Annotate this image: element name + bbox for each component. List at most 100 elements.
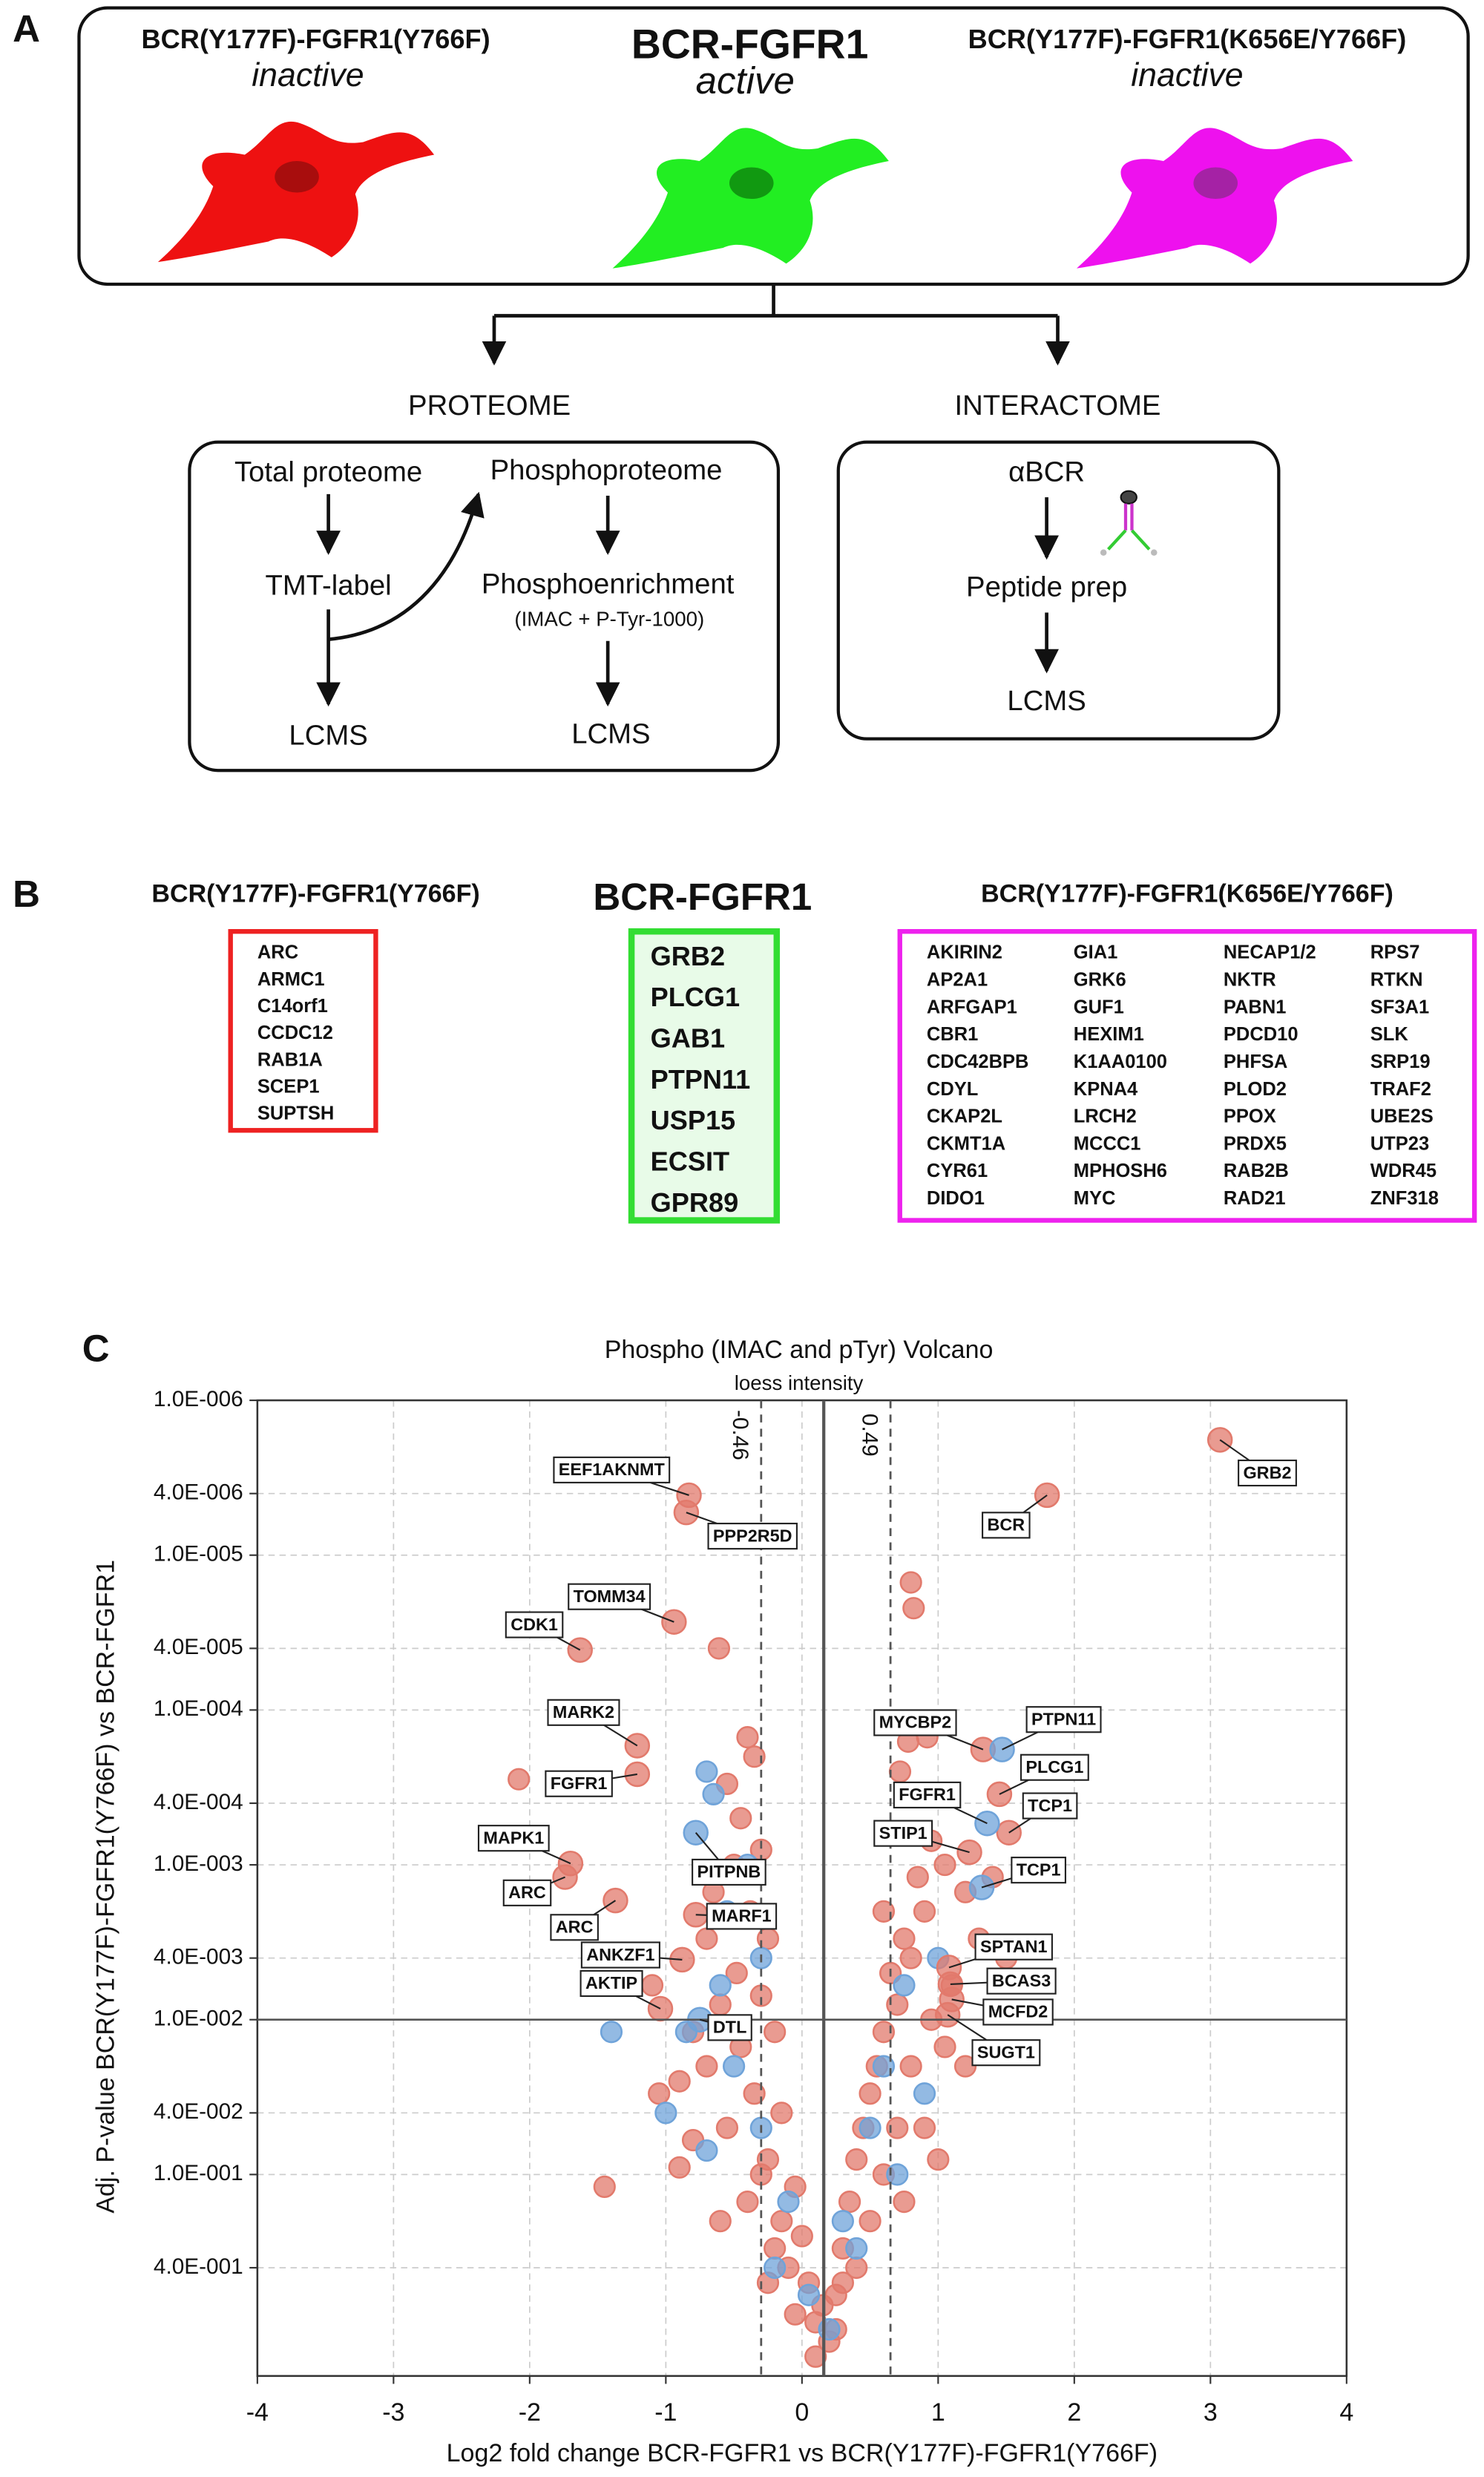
data-point: [784, 2303, 807, 2326]
data-point: [953, 2055, 977, 2078]
list-item: RPS7: [1370, 942, 1420, 963]
list-item: SRP19: [1370, 1052, 1431, 1072]
step: αBCR: [1008, 456, 1085, 488]
y-tick-label: 1.0E-005: [154, 1542, 243, 1566]
data-point: [764, 2021, 787, 2044]
list-item: CCDC12: [257, 1023, 333, 1043]
cell-magenta: [1077, 128, 1353, 269]
chart-subtitle: loess intensity: [735, 1371, 864, 1394]
list-item: RTKN: [1370, 970, 1423, 991]
step: Total proteome: [234, 456, 422, 488]
data-point: [913, 2116, 936, 2139]
point-label: BCAS3: [992, 1971, 1051, 1990]
condition-state: inactive: [1131, 57, 1243, 93]
point-label: BCR: [987, 1515, 1025, 1535]
data-point: [858, 2210, 881, 2233]
x-tick-label: -4: [246, 2398, 269, 2427]
data-point: [899, 1571, 922, 1594]
list-item: USP15: [651, 1105, 736, 1135]
data-point: [831, 2210, 854, 2233]
x-tick-label: 4: [1339, 2398, 1353, 2427]
data-point: [725, 1961, 748, 1984]
list-item: GRB2: [651, 941, 725, 971]
point-label: PTPN11: [1031, 1709, 1096, 1728]
point-label: MYCBP2: [879, 1713, 951, 1732]
cell-red: [157, 121, 435, 263]
data-point: [736, 1726, 759, 1749]
label-box: [706, 1903, 778, 1930]
list-item: SCEP1: [257, 1077, 320, 1098]
list-item: CKMT1A: [927, 1133, 1005, 1154]
list-item: AKIRIN2: [927, 942, 1002, 963]
section-title: PROTEOME: [408, 390, 571, 421]
data-point: [729, 1807, 752, 1830]
list-item: C14orf1: [257, 996, 328, 1017]
data-point: [968, 1874, 995, 1900]
list-item: ZNF318: [1370, 1188, 1439, 1209]
x-tick-label: 0: [795, 2398, 809, 2427]
section-title: INTERACTOME: [955, 390, 1161, 421]
y-tick-label: 1.0E-003: [154, 1851, 243, 1876]
y-tick-label: 4.0E-001: [154, 2254, 243, 2279]
list-item: PLOD2: [1224, 1079, 1287, 1100]
list-item: NKTR: [1224, 970, 1276, 991]
list-item: HEXIM1: [1074, 1024, 1144, 1045]
data-point: [804, 2345, 827, 2368]
data-point: [927, 2148, 950, 2171]
list-item: UBE2S: [1370, 1106, 1434, 1127]
panel-label: C: [82, 1328, 110, 1370]
data-point: [838, 2191, 861, 2214]
list-item: LRCH2: [1074, 1106, 1137, 1127]
data-point: [508, 1768, 531, 1791]
data-point: [790, 2225, 813, 2248]
label-box: [580, 1969, 643, 1998]
y-tick-label: 1.0E-001: [154, 2161, 243, 2185]
list-box: [228, 929, 378, 1133]
x-tick-label: 2: [1067, 2398, 1081, 2427]
data-point: [913, 2082, 936, 2105]
data-point: [600, 2021, 623, 2044]
list-item: GPR89: [651, 1187, 739, 1218]
data-point: [552, 1864, 578, 1890]
list-item: PHFSA: [1224, 1052, 1287, 1072]
list-item: PTPN11: [651, 1064, 751, 1095]
data-point: [933, 2035, 956, 2058]
list-item: ARFGAP1: [927, 997, 1017, 1017]
y-tick-label: 4.0E-002: [154, 2099, 243, 2124]
list-item: GUF1: [1074, 997, 1124, 1017]
list-item: KPNA4: [1074, 1079, 1138, 1100]
point-label: PPP2R5D: [713, 1526, 792, 1545]
data-point: [872, 1900, 896, 1923]
label-box: [873, 1820, 933, 1847]
data-point: [893, 1927, 916, 1950]
label-box: [986, 1967, 1057, 1995]
condition-name: BCR-FGFR1: [631, 21, 868, 67]
list-title: BCR(Y177F)-FGFR1(Y766F): [151, 879, 479, 908]
condition-state: active: [696, 59, 795, 102]
data-point: [872, 2055, 896, 2078]
y-tick-label: 1.0E-004: [154, 1696, 243, 1721]
cell-green: [612, 128, 889, 269]
list-item: UTP23: [1370, 1133, 1429, 1154]
data-point: [797, 2283, 821, 2306]
chart-title: Phospho (IMAC and pTyr) Volcano: [605, 1336, 994, 1364]
point-label: STIP1: [879, 1823, 928, 1843]
step: LCMS: [1007, 685, 1086, 717]
label-box: [971, 2039, 1041, 2067]
data-point: [933, 1853, 956, 1877]
point-label: ARC: [556, 1917, 594, 1937]
list-item: CBR1: [927, 1024, 978, 1045]
data-point: [743, 1745, 766, 1768]
data-point: [764, 2237, 787, 2260]
list-item: RAD21: [1224, 1188, 1286, 1209]
list-item: WDR45: [1370, 1161, 1437, 1181]
condition-state: inactive: [252, 57, 364, 93]
data-point: [845, 2148, 868, 2171]
label-box: [692, 1858, 766, 1886]
data-point: [777, 2191, 800, 2214]
data-point: [818, 2317, 841, 2341]
x-tick-label: 3: [1204, 2398, 1218, 2427]
label-box: [553, 1456, 671, 1483]
list-title: BCR(Y177F)-FGFR1(K656E/Y766F): [981, 879, 1393, 908]
